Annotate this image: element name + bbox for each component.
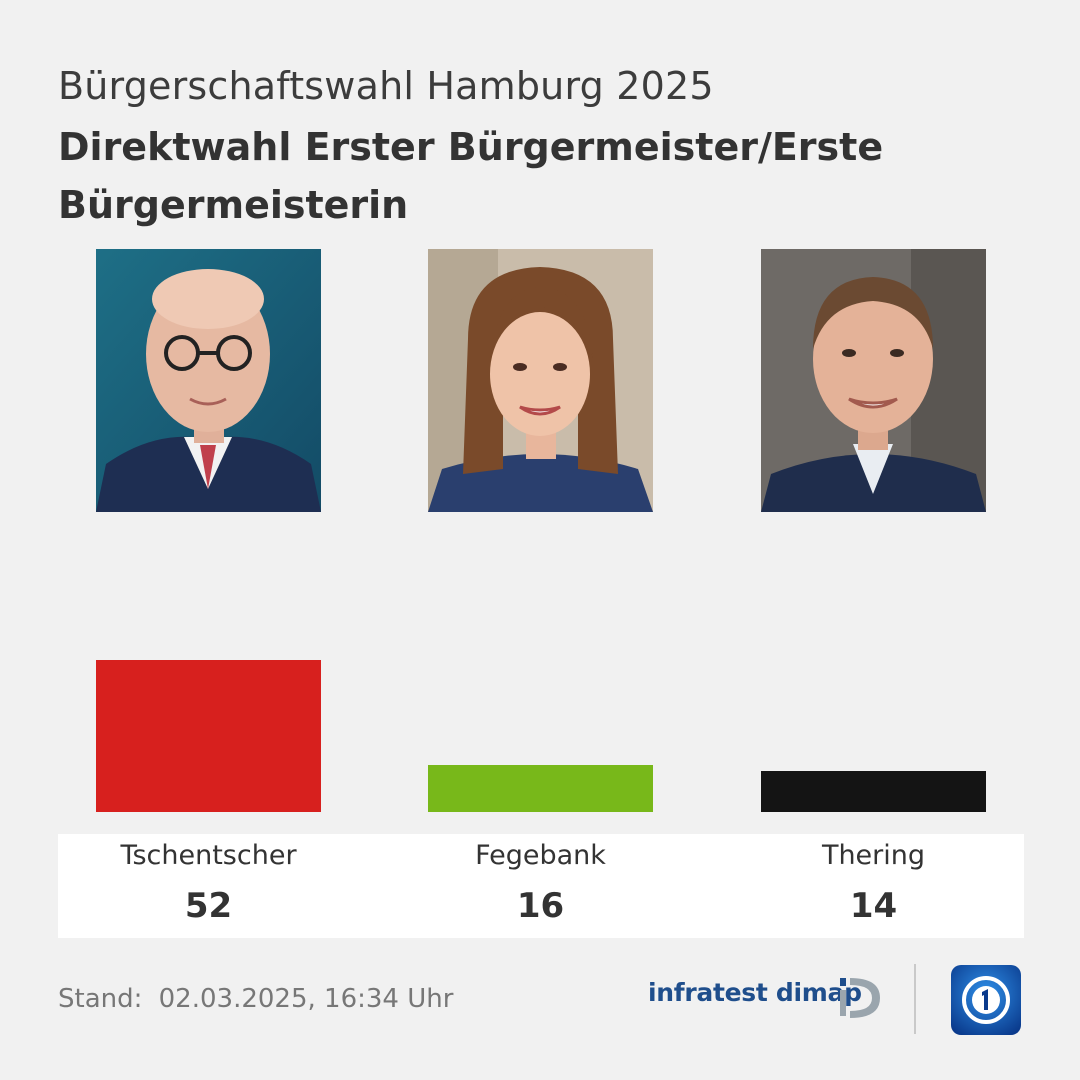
candidate-labels-panel: Tschentscher 52 Fegebank 16 Thering 14 <box>58 834 1024 938</box>
candidate-photo-fegebank <box>428 249 653 512</box>
bar-fegebank <box>428 765 653 812</box>
ard-logo-icon <box>950 964 1022 1040</box>
candidate-photo-tschentscher <box>96 249 321 512</box>
candidate-value-thering: 14 <box>849 886 898 926</box>
candidate-name-thering: Thering <box>821 840 926 871</box>
candidate-name-tschentscher: Tschentscher <box>120 840 297 871</box>
infratest-dimap-logo: infratest dimap <box>648 978 862 1007</box>
candidate-name-fegebank: Fegebank <box>475 840 606 871</box>
timestamp: Stand: 02.03.2025, 16:34 Uhr <box>58 984 453 1014</box>
infratest-dimap-mark-icon <box>836 974 884 1026</box>
stand-date: 02.03.2025, 16:34 Uhr <box>158 984 454 1014</box>
stand-label: Stand: <box>58 984 143 1014</box>
chart-title: Direktwahl Erster Bürgermeister/Erste Bü… <box>58 125 884 227</box>
bar-tschentscher <box>96 659 321 812</box>
candidate-photo-thering <box>761 249 986 512</box>
candidate-value-fegebank: 16 <box>516 886 565 926</box>
chart-supertitle: Bürgerschaftswahl Hamburg 2025 <box>58 64 714 108</box>
candidate-value-tschentscher: 52 <box>184 886 233 926</box>
footer-divider <box>914 964 916 1034</box>
bar-thering <box>761 770 986 812</box>
